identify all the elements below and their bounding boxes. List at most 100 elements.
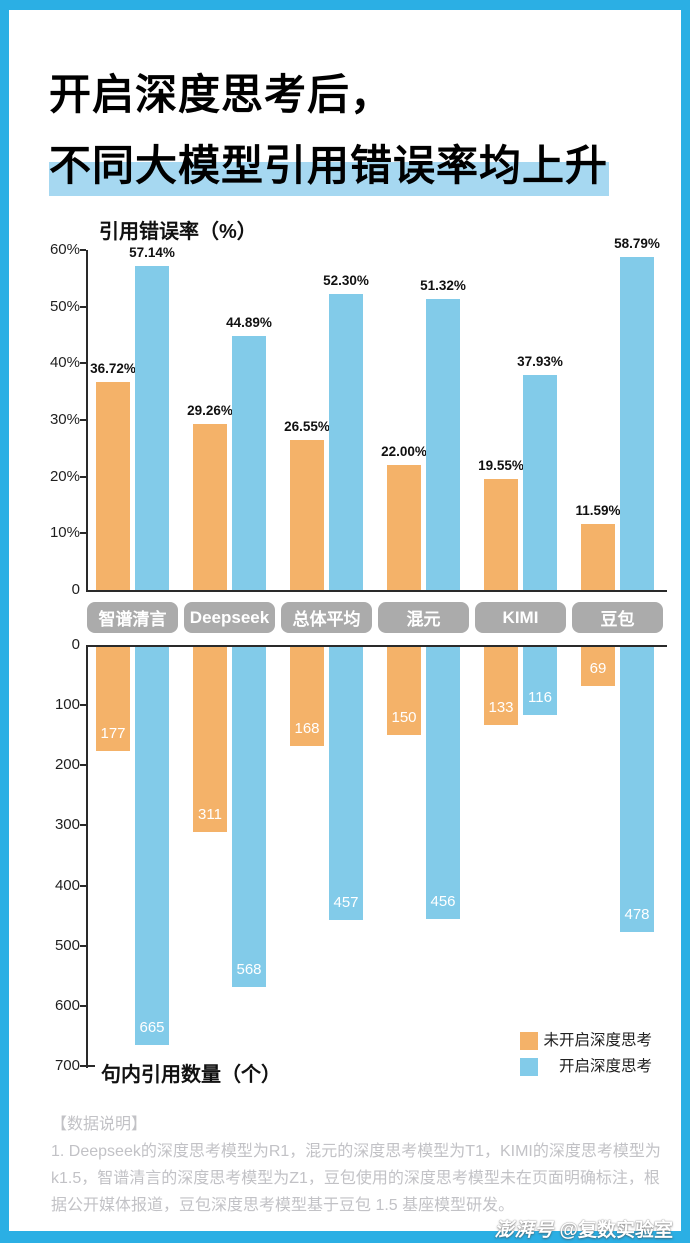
bottom-y-tick — [80, 764, 86, 767]
top-y-tick-label: 40% — [49, 354, 80, 372]
error-rate-bar-thinking — [523, 375, 557, 590]
bottom-y-tick-label: 700 — [54, 1057, 80, 1074]
error-rate-value-label: 58.79% — [614, 235, 660, 251]
category-pill: KIMI — [475, 602, 566, 633]
bottom-y-tick — [80, 944, 86, 947]
category-pill: 混元 — [378, 602, 469, 633]
top-y-tick-label: 20% — [49, 467, 80, 485]
watermark: 澎湃号 @复数实验室 — [494, 1215, 673, 1242]
top-y-tick-label: 10% — [49, 524, 80, 542]
citation-bar-no-thinking — [290, 645, 324, 747]
bottom-y-tick-label: 200 — [54, 756, 80, 774]
page-title-line2: 不同大模型引用错误率均上升 — [49, 142, 609, 189]
top-y-tick — [80, 249, 86, 251]
error-rate-bar-no-thinking — [581, 524, 615, 590]
citation-bar-no-thinking — [96, 645, 130, 752]
top-y-tick — [80, 305, 86, 308]
top-y-tick — [80, 419, 86, 421]
error-rate-bar-no-thinking — [193, 424, 227, 590]
bottom-y-tick-label: 500 — [54, 936, 80, 954]
citation-bar-thinking — [620, 645, 654, 933]
error-rate-value-label: 26.55% — [284, 418, 330, 434]
bottom-y-tick — [80, 704, 86, 707]
error-rate-bar-thinking — [232, 335, 266, 590]
bottom-y-tick — [80, 1065, 86, 1067]
citation-bar-thinking — [426, 645, 460, 920]
error-rate-value-label: 11.59% — [575, 503, 621, 519]
bottom-chart-title: 句内引用数量（个） — [101, 1064, 281, 1086]
bottom-y-tick-label: 100 — [54, 696, 80, 714]
top-y-tick-label: 60% — [49, 241, 80, 258]
error-rate-value-label: 19.55% — [478, 458, 524, 474]
error-rate-bar-no-thinking — [484, 479, 518, 590]
bottom-y-axis — [86, 645, 88, 1068]
error-rate-value-label: 51.32% — [420, 278, 466, 294]
legend-swatch-blue — [520, 1058, 538, 1076]
error-rate-value-label: 37.93% — [517, 354, 563, 370]
citation-value-label: 177 — [100, 725, 126, 743]
top-x-baseline — [86, 590, 667, 592]
citation-value-label: 456 — [430, 893, 456, 911]
citation-bar-thinking — [523, 645, 557, 715]
bottom-y-tick-label: 300 — [54, 816, 80, 834]
error-rate-bar-thinking — [426, 299, 460, 590]
error-rate-value-label: 36.72% — [90, 360, 136, 376]
top-y-tick — [80, 475, 86, 478]
title-highlight-band — [49, 162, 609, 196]
citation-value-label: 568 — [236, 960, 262, 978]
citation-bar-no-thinking — [581, 645, 615, 687]
data-notes: 【数据说明】 1. Deepseek的深度思考模型为R1，混元的深度思考模型为T… — [51, 1111, 669, 1219]
error-rate-value-label: 29.26% — [187, 403, 233, 419]
citation-value-label: 168 — [294, 720, 320, 738]
error-rate-bar-no-thinking — [387, 465, 421, 590]
bottom-y-tick — [80, 824, 86, 827]
top-y-tick — [80, 532, 86, 535]
top-y-tick-label: 30% — [49, 411, 80, 428]
top-y-tick-label: 50% — [49, 297, 80, 315]
error-rate-value-label: 52.30% — [323, 272, 369, 288]
error-rate-bar-no-thinking — [290, 439, 324, 590]
citation-bar-thinking — [232, 645, 266, 987]
citation-value-label: 150 — [391, 709, 417, 727]
error-rate-bar-thinking — [620, 256, 654, 590]
category-pill: Deepseek — [184, 602, 275, 633]
citation-bar-thinking — [135, 645, 169, 1045]
legend-label-thinking: 开启深度思考 — [558, 1058, 652, 1075]
citation-bar-no-thinking — [193, 645, 227, 833]
error-rate-bar-no-thinking — [96, 381, 130, 590]
citation-value-label: 665 — [139, 1018, 165, 1036]
category-pill: 总体平均 — [281, 602, 372, 633]
bottom-y-tick-label: 400 — [54, 876, 80, 894]
citation-value-label: 457 — [333, 893, 359, 911]
bottom-x-baseline — [86, 645, 667, 647]
bottom-y-tick-label: 600 — [54, 996, 80, 1014]
top-y-tick-label: 0 — [71, 581, 80, 598]
error-rate-value-label: 22.00% — [381, 444, 427, 460]
watermark-logo: 澎湃号 — [494, 1220, 555, 1241]
top-y-axis — [86, 250, 88, 592]
citation-bar-no-thinking — [387, 645, 421, 736]
citation-bar-thinking — [329, 645, 363, 920]
data-notes-body: 1. Deepseek的深度思考模型为R1，混元的深度思考模型为T1，KIMI的… — [51, 1143, 661, 1214]
legend-row-no-thinking: 未开启深度思考 — [520, 1032, 652, 1050]
error-rate-bar-thinking — [135, 266, 169, 590]
citation-value-label: 69 — [589, 660, 607, 678]
watermark-handle: @复数实验室 — [559, 1220, 673, 1241]
page-title-line1: 开启深度思考后， — [49, 71, 394, 118]
legend-label-no-thinking: 未开启深度思考 — [543, 1032, 652, 1049]
bottom-y-tick-label: 0 — [71, 636, 80, 653]
legend-row-thinking: 开启深度思考 — [520, 1058, 652, 1076]
bottom-y-tick — [80, 1004, 86, 1007]
citation-value-label: 478 — [624, 906, 650, 924]
content-card: 开启深度思考后， 不同大模型引用错误率均上升 引用错误率（%） 10% 20% 30… — [9, 10, 681, 1241]
citation-value-label: 311 — [198, 806, 222, 824]
top-chart-title: 引用错误率（%） — [99, 221, 257, 243]
error-rate-value-label: 57.14% — [129, 245, 175, 261]
error-rate-value-label: 44.89% — [226, 314, 272, 330]
citation-bar-no-thinking — [484, 645, 518, 725]
citation-value-label: 116 — [528, 688, 552, 706]
category-pill: 智谱清言 — [87, 602, 178, 633]
data-notes-heading: 【数据说明】 — [51, 1116, 148, 1133]
bottom-y-tick — [80, 884, 86, 887]
